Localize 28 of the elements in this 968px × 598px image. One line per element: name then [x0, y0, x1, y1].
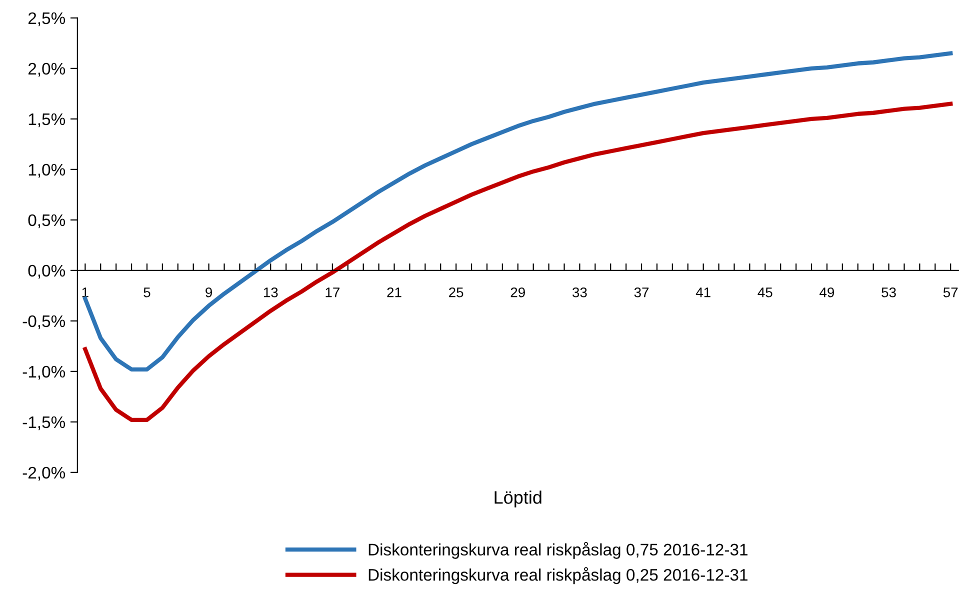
x-tick-label: 9	[206, 287, 212, 298]
x-tick-label: 57	[943, 288, 958, 298]
x-tick-label: 41	[696, 288, 710, 298]
x-tick-label: 25	[449, 287, 464, 298]
y-tick-label: -2,0%	[22, 466, 66, 481]
legend-label: Diskonteringskurva real riskpåslag 0,25 2016-12-31	[368, 567, 748, 584]
x-tick-label: 13	[264, 287, 278, 298]
x-tick-label: 53	[882, 287, 896, 298]
y-tick-label: 1,5%	[28, 113, 66, 128]
x-tick-label: 49	[820, 287, 834, 298]
legend-label: Diskonteringskurva real riskpåslag 0,75 2016-12-31	[368, 542, 748, 559]
y-tick-label: -1,5%	[22, 416, 66, 430]
y-tick-label: 0,5%	[28, 214, 66, 228]
y-tick-label: 2,5%	[28, 12, 66, 26]
x-tick-label: 1	[82, 288, 88, 298]
x-tick-label: 21	[387, 287, 402, 298]
x-tick-label: 45	[758, 288, 772, 298]
x-tick-label: 17	[326, 288, 340, 298]
y-tick-label: 0,0%	[28, 264, 66, 279]
x-axis-title: Löptid	[494, 490, 542, 508]
y-tick-label: 1,0%	[28, 164, 66, 178]
x-tick-label: 5	[144, 288, 150, 298]
x-tick-label: 37	[634, 287, 649, 298]
y-tick-label: -0,5%	[22, 315, 66, 330]
x-tick-label: 29	[510, 287, 525, 298]
y-tick-label: 2,0%	[28, 62, 66, 77]
x-tick-label: 33	[572, 287, 587, 298]
y-tick-label: -1,0%	[22, 366, 66, 380]
